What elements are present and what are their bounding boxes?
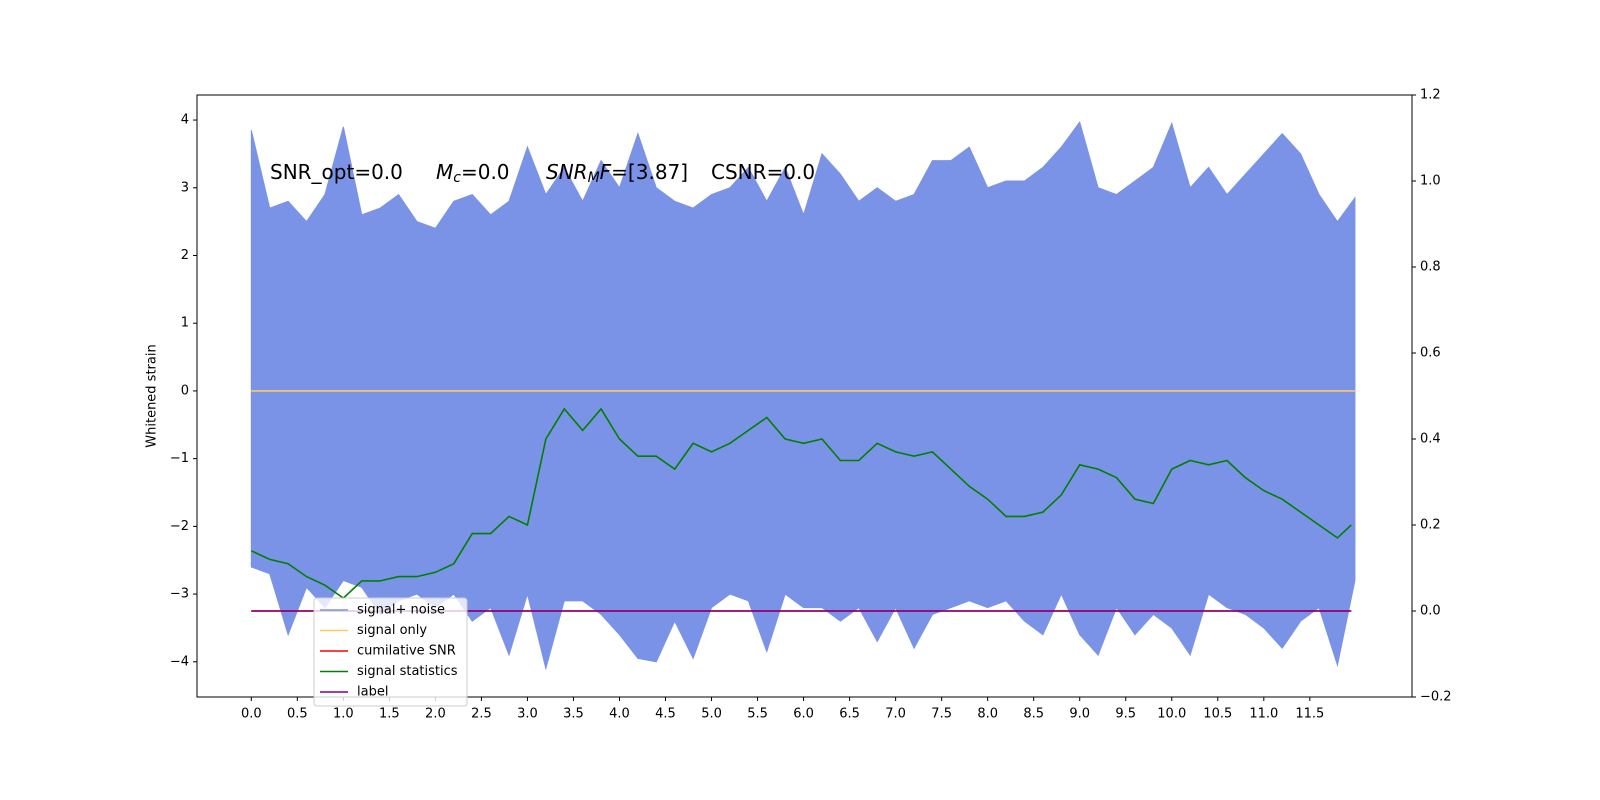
x-tick-label: 1.5 (379, 707, 400, 722)
y-tick-label: −4 (170, 654, 189, 669)
annotation-part: CSNR=0.0 (711, 160, 815, 184)
y-tick-label: 4 (181, 113, 189, 128)
annotation-part: F (600, 160, 612, 184)
x-tick-label: 5.0 (701, 707, 722, 722)
x-tick-label: 10.0 (1157, 707, 1186, 722)
series-line (250, 407, 1352, 600)
y2-tick-label: 1.0 (1420, 174, 1441, 189)
plot-frame (196, 94, 1413, 698)
y-tick-label: 1 (181, 316, 189, 331)
legend-label: signal+ noise (357, 603, 445, 618)
annotation: Mc=0.0 (436, 160, 510, 187)
y-tick-label: −2 (170, 519, 189, 534)
x-tick-label: 2.0 (425, 707, 446, 722)
y-tick-label: 2 (181, 248, 189, 263)
x-tick-label: 6.5 (839, 707, 860, 722)
y-tick-label: −3 (170, 587, 189, 602)
x-tick-label: 7.5 (931, 707, 952, 722)
x-tick-label: 10.5 (1203, 707, 1232, 722)
x-tick-label: 3.5 (563, 707, 584, 722)
legend-label: label (357, 685, 388, 700)
x-tick-label: 9.5 (1115, 707, 1136, 722)
y2-tick-label: 0.0 (1420, 604, 1441, 619)
noise-band (250, 120, 1356, 671)
x-tick-label: 3.0 (517, 707, 538, 722)
annotation-part: M (588, 170, 600, 186)
x-tick-label: 4.0 (609, 707, 630, 722)
annotation: CSNR=0.0 (711, 160, 815, 184)
legend-label: cumilative SNR (357, 644, 456, 659)
x-tick-label: 4.5 (655, 707, 676, 722)
x-tick-label: 6.0 (793, 707, 814, 722)
x-tick-label: 9.0 (1069, 707, 1090, 722)
x-tick-label: 0.5 (287, 707, 308, 722)
x-tick-label: 8.5 (1023, 707, 1044, 722)
y-tick-label: −1 (170, 451, 189, 466)
x-tick-label: 5.5 (747, 707, 768, 722)
annotation-part: c (453, 170, 461, 186)
x-tick-label: 1.0 (333, 707, 354, 722)
annotation-part: SNR_opt=0.0 (270, 160, 403, 184)
x-tick-label: 0.0 (241, 707, 262, 722)
y2-tick-label: 0.8 (1420, 260, 1441, 275)
annotation-part: =[3.87] (611, 160, 688, 184)
annotation-part: SNR (546, 160, 588, 184)
y-tick-label: 0 (181, 383, 189, 398)
annotation: SNRMF=[3.87] (546, 160, 688, 187)
x-tick-label: 8.0 (977, 707, 998, 722)
y-tick-label: 3 (181, 180, 189, 195)
annotation-part: =0.0 (461, 160, 510, 184)
legend-box (313, 597, 468, 707)
y2-tick-label: 1.2 (1420, 88, 1441, 103)
legend-label: signal only (357, 623, 427, 638)
y2-tick-label: 0.6 (1420, 346, 1441, 361)
x-tick-label: 11.0 (1249, 707, 1278, 722)
y2-tick-label: 0.4 (1420, 432, 1441, 447)
y-axis-label: Whitened strain (145, 344, 160, 447)
y2-tick-label: 0.2 (1420, 518, 1441, 533)
x-tick-label: 2.5 (471, 707, 492, 722)
legend-label: signal statistics (357, 664, 458, 679)
annotation: SNR_opt=0.0 (270, 160, 403, 184)
x-tick-label: 11.5 (1295, 707, 1324, 722)
y2-tick-label: −0.2 (1420, 690, 1452, 705)
annotation-part: M (436, 160, 453, 184)
x-tick-label: 7.0 (885, 707, 906, 722)
